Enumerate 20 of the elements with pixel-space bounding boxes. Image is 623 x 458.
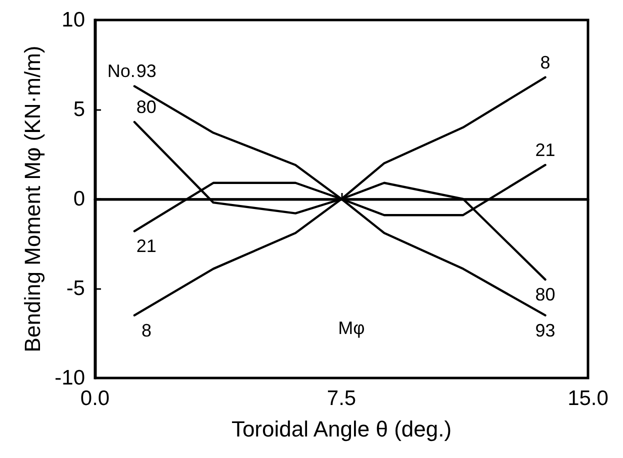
x-tick-label: 7.5	[326, 387, 356, 410]
y-tick-label: 10	[62, 8, 85, 32]
text: 80	[535, 284, 556, 305]
y-tick-label: 5	[73, 98, 85, 121]
annotation: No.	[107, 61, 136, 82]
text: 93	[535, 320, 556, 340]
annotation: Mφ	[338, 318, 365, 338]
series-label: 80	[136, 97, 156, 118]
y-tick-label: -10	[54, 366, 85, 390]
y-axis-title: Bending Moment Mφ (KN·m/m)	[20, 46, 46, 352]
series-label: 93	[136, 61, 156, 82]
x-tick-label: 0.0	[80, 387, 110, 410]
y-tick-label: 0	[73, 188, 85, 210]
text: 8	[141, 320, 152, 340]
x-tick-label: 15.0	[568, 387, 608, 410]
x-axis-title: Toroidal Angle θ (deg.)	[231, 416, 452, 442]
series-label: 8	[540, 52, 550, 72]
y-tick-label: -5	[66, 277, 85, 300]
text: 21	[535, 140, 556, 160]
series-label: 21	[136, 236, 156, 256]
